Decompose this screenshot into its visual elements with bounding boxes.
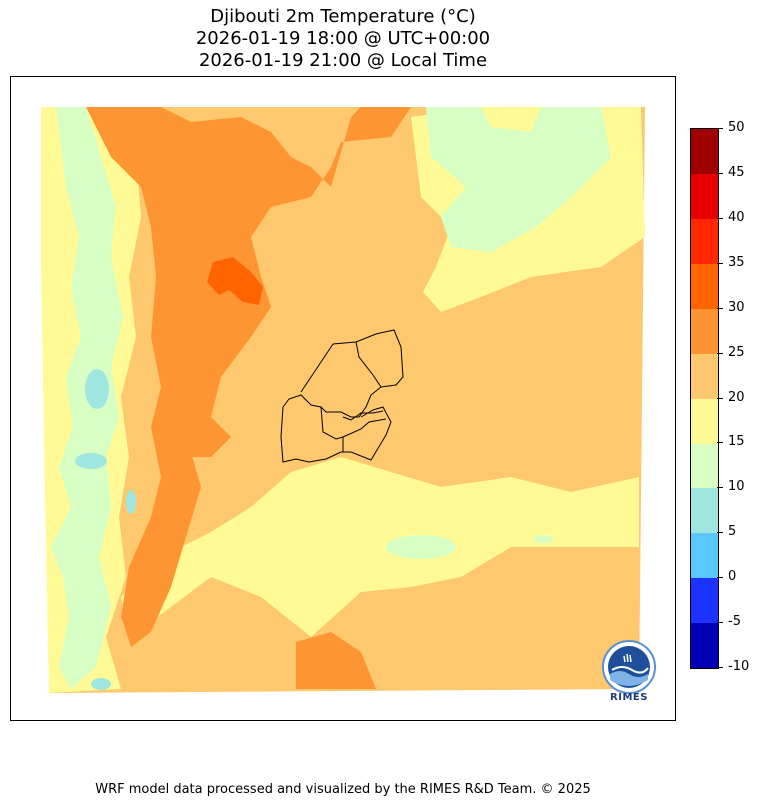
colorbar-tick <box>717 217 723 219</box>
colorbar-tick-label: 50 <box>728 120 745 135</box>
band-10-15-northeast <box>426 107 611 252</box>
colorbar-tick-label: 40 <box>728 209 745 225</box>
djibouti-border <box>280 329 404 463</box>
colorbar-tick-label: -10 <box>728 659 750 674</box>
colorbar-tick <box>717 128 723 129</box>
temperature-field-map <box>41 107 645 693</box>
title-line-3: 2026-01-19 21:00 @ Local Time <box>198 50 488 71</box>
rimes-globe-icon <box>602 640 656 694</box>
title-line-2: 2026-01-19 18:00 @ UTC+00:00 <box>195 28 491 49</box>
band-5-10-pocket-3 <box>126 490 136 514</box>
colorbar-segment <box>691 488 718 534</box>
map-title: Djibouti 2m Temperature (°C) 2026-01-19 … <box>0 6 686 72</box>
colorbar-tick <box>717 172 723 174</box>
colorbar-tick-label: 10 <box>728 479 745 495</box>
colorbar-tick-label: 30 <box>728 299 745 315</box>
band-25-30-bottom <box>296 632 376 689</box>
colorbar-segment <box>691 578 718 624</box>
colorbar-tick <box>717 622 723 624</box>
colorbar-tick-label: 45 <box>728 164 745 180</box>
colorbar-tick-label: 0 <box>728 569 737 585</box>
colorbar-tick-label: 5 <box>728 524 737 540</box>
colorbar-segment <box>691 353 718 399</box>
footer-credit: WRF model data processed and visualized … <box>95 782 591 797</box>
rimes-logo: RIMES <box>598 640 660 706</box>
colorbar-segment <box>691 263 718 309</box>
colorbar-tick <box>717 352 723 354</box>
map-frame <box>10 76 676 721</box>
colorbar-tick <box>717 487 723 489</box>
band-25-30-lower <box>123 452 201 647</box>
colorbar-tick-label: 35 <box>728 254 745 270</box>
band-15-20-south <box>121 457 639 637</box>
colorbar-tick <box>717 667 723 668</box>
band-5-10-pocket-2 <box>75 453 107 469</box>
colorbar-tick <box>717 262 723 264</box>
band-5-10-pocket-1 <box>85 369 109 409</box>
colorbar-segment <box>691 398 718 444</box>
colorbar-tick <box>717 442 723 444</box>
colorbar-tick-label: 25 <box>728 344 745 360</box>
colorbar-tick-label: 20 <box>728 389 745 405</box>
band-25-30-north <box>86 107 411 642</box>
colorbar-segment <box>691 173 718 219</box>
rimes-logo-text: RIMES <box>610 692 648 703</box>
colorbar-tick-label: 15 <box>728 434 745 450</box>
colorbar-segment <box>691 533 718 579</box>
colorbar-segment <box>691 129 718 174</box>
colorbar-tick <box>717 397 723 399</box>
band-30-35-hotspot <box>207 257 263 305</box>
colorbar-tick <box>717 307 723 309</box>
colorbar-segment <box>691 443 718 489</box>
band-5-10-pocket-4 <box>91 678 111 690</box>
colorbar-segment <box>691 218 718 264</box>
title-line-1: Djibouti 2m Temperature (°C) <box>210 6 476 27</box>
colorbar-tick <box>717 577 723 579</box>
colorbar <box>690 128 719 669</box>
colorbar-segment <box>691 308 718 354</box>
band-10-15-south-pocket-2 <box>533 535 553 543</box>
colorbar-segment <box>691 623 718 669</box>
colorbar-tick-label: -5 <box>728 614 741 630</box>
colorbar-tick <box>717 532 723 534</box>
band-10-15-south-pocket <box>386 535 456 559</box>
